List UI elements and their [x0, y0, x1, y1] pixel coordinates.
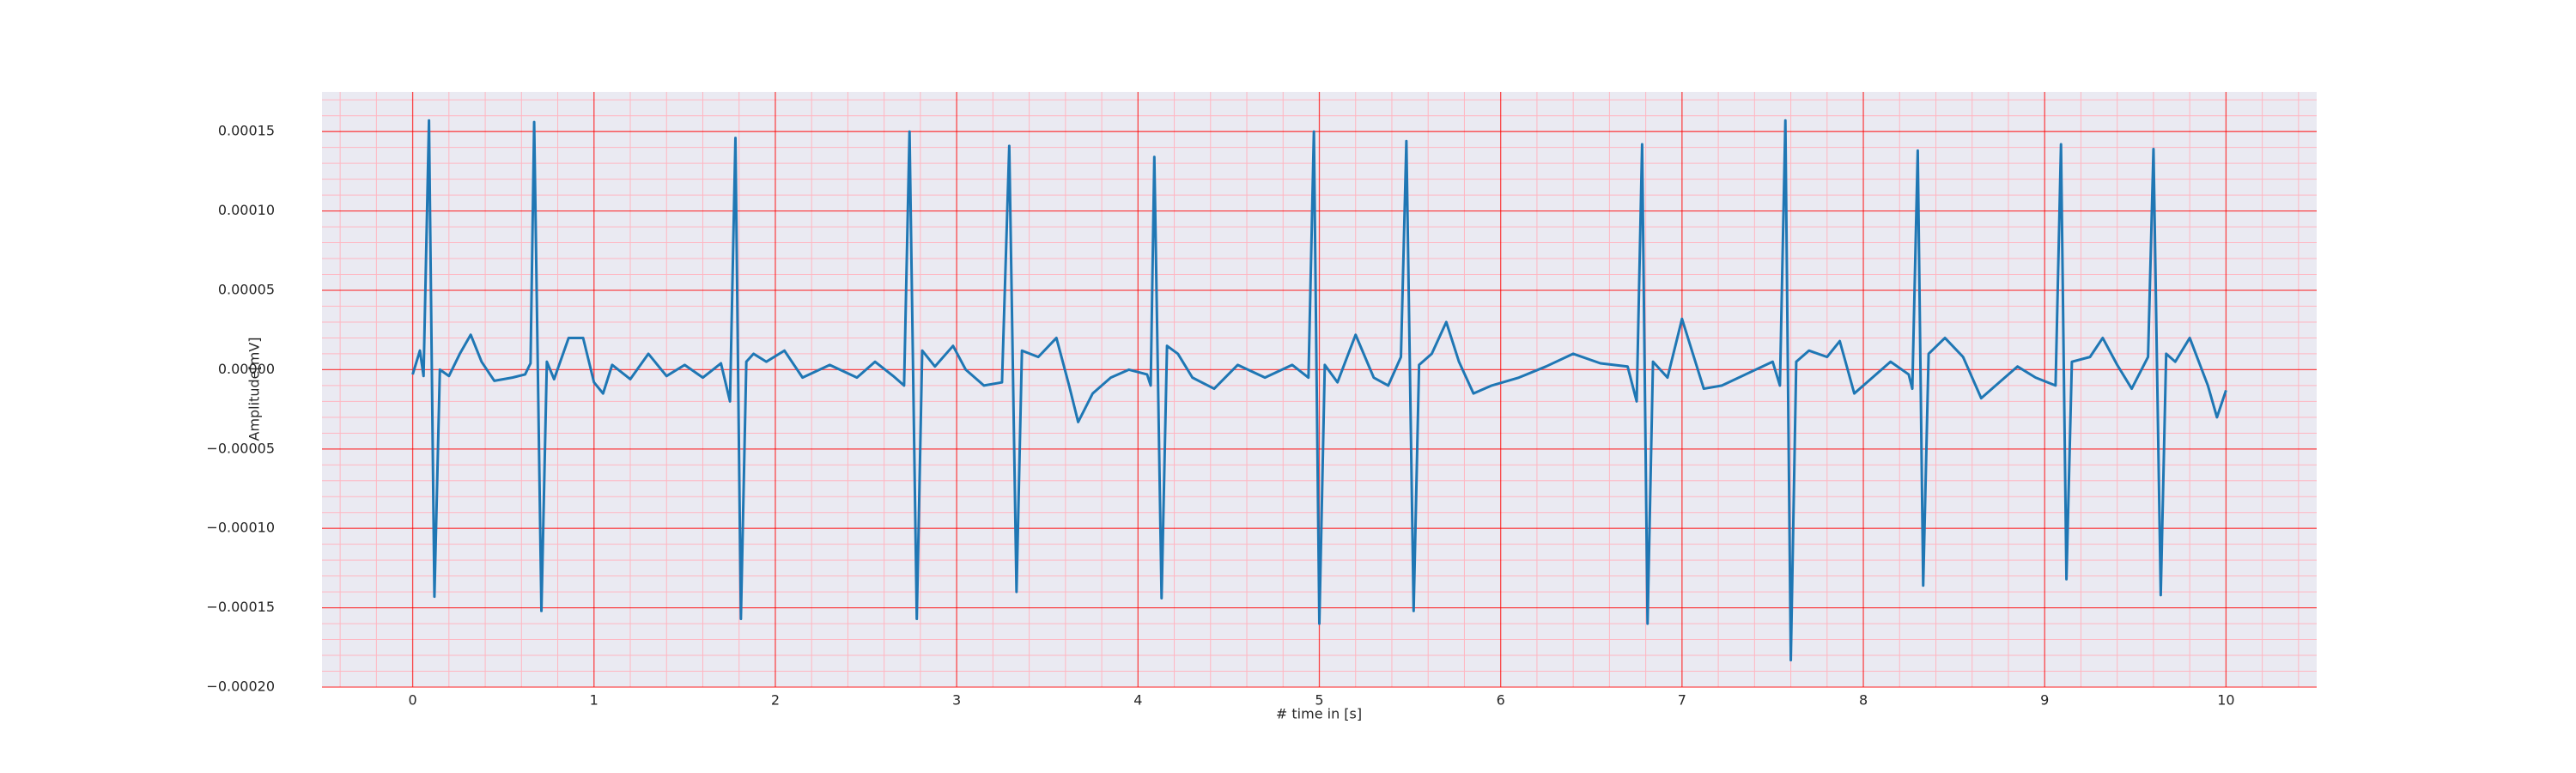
x-tick-label: 10 [2217, 692, 2234, 709]
x-tick-label: 3 [952, 692, 961, 709]
y-tick-label: −0.00015 [206, 599, 275, 615]
x-tick-label: 1 [590, 692, 598, 709]
x-tick-label: 6 [1497, 692, 1505, 709]
y-tick-label: 0.00015 [218, 123, 275, 139]
x-tick-label: 4 [1133, 692, 1142, 709]
ecg-line [411, 119, 2227, 662]
x-tick-label: 0 [408, 692, 416, 709]
y-axis-label: Amplitude[mV] [246, 337, 263, 441]
x-tick-label: 8 [1859, 692, 1868, 709]
y-tick-label: 0.00010 [218, 202, 275, 218]
x-tick-label: 5 [1315, 692, 1323, 709]
y-tick-label: 0.00005 [218, 282, 275, 298]
y-tick-label: −0.00005 [206, 440, 275, 456]
x-tick-label: 9 [2040, 692, 2049, 709]
y-tick-label: 0.00000 [218, 361, 275, 377]
x-tick-label: 2 [771, 692, 780, 709]
y-tick-label: −0.00020 [206, 679, 275, 695]
x-tick-label: 7 [1678, 692, 1686, 709]
y-tick-label: −0.00010 [206, 520, 275, 536]
x-axis-label: # time in [s] [1276, 706, 1362, 722]
